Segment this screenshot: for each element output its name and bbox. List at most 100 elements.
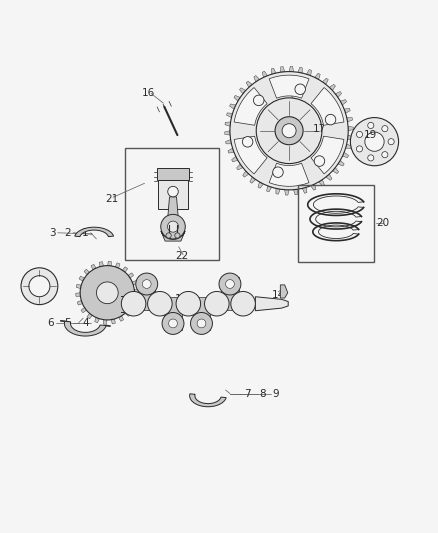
Polygon shape bbox=[190, 394, 226, 407]
Circle shape bbox=[325, 115, 336, 125]
Text: 16: 16 bbox=[142, 88, 155, 99]
Circle shape bbox=[169, 319, 177, 328]
Polygon shape bbox=[115, 263, 120, 268]
Circle shape bbox=[382, 126, 388, 132]
Circle shape bbox=[357, 146, 363, 152]
Polygon shape bbox=[108, 261, 111, 266]
Polygon shape bbox=[338, 160, 344, 166]
Polygon shape bbox=[250, 177, 256, 183]
Text: 11: 11 bbox=[175, 294, 188, 304]
Text: 18: 18 bbox=[280, 84, 293, 94]
Polygon shape bbox=[347, 118, 353, 122]
Polygon shape bbox=[79, 276, 85, 281]
Polygon shape bbox=[322, 78, 328, 85]
Polygon shape bbox=[232, 156, 238, 162]
Circle shape bbox=[29, 276, 50, 297]
Polygon shape bbox=[289, 66, 293, 72]
Text: 6: 6 bbox=[47, 318, 54, 328]
Polygon shape bbox=[258, 182, 263, 188]
Text: 4: 4 bbox=[82, 318, 89, 328]
Bar bbox=[193, 297, 210, 330]
Circle shape bbox=[231, 292, 255, 316]
Circle shape bbox=[368, 123, 374, 128]
Circle shape bbox=[219, 273, 241, 295]
Polygon shape bbox=[125, 311, 131, 316]
Circle shape bbox=[226, 280, 234, 288]
Bar bbox=[298, 185, 374, 262]
Circle shape bbox=[176, 292, 201, 316]
Text: 5: 5 bbox=[64, 318, 71, 328]
Text: 20: 20 bbox=[377, 217, 390, 228]
Polygon shape bbox=[226, 140, 231, 144]
Polygon shape bbox=[91, 264, 96, 270]
Polygon shape bbox=[234, 136, 267, 174]
Circle shape bbox=[167, 221, 179, 232]
Bar bbox=[221, 278, 239, 310]
Polygon shape bbox=[298, 67, 302, 73]
Circle shape bbox=[161, 214, 185, 239]
Polygon shape bbox=[343, 152, 349, 158]
Bar bbox=[125, 148, 219, 260]
Text: 10: 10 bbox=[153, 294, 166, 304]
Polygon shape bbox=[311, 87, 344, 125]
Circle shape bbox=[365, 132, 384, 151]
Text: 15: 15 bbox=[22, 281, 35, 291]
Circle shape bbox=[121, 292, 146, 316]
Polygon shape bbox=[122, 266, 127, 272]
Polygon shape bbox=[243, 171, 249, 177]
Polygon shape bbox=[84, 269, 89, 274]
Circle shape bbox=[382, 151, 388, 158]
Polygon shape bbox=[128, 273, 134, 278]
Text: 19: 19 bbox=[364, 130, 377, 140]
Text: 1: 1 bbox=[82, 228, 89, 238]
Polygon shape bbox=[246, 81, 252, 87]
Circle shape bbox=[80, 265, 134, 320]
Polygon shape bbox=[119, 316, 124, 321]
Polygon shape bbox=[269, 163, 309, 187]
Polygon shape bbox=[262, 71, 268, 77]
Text: 7: 7 bbox=[244, 389, 251, 399]
Text: 12: 12 bbox=[105, 266, 118, 276]
Polygon shape bbox=[280, 67, 285, 72]
Circle shape bbox=[254, 95, 264, 106]
Polygon shape bbox=[329, 84, 336, 91]
Polygon shape bbox=[134, 289, 139, 293]
Polygon shape bbox=[307, 70, 311, 76]
Polygon shape bbox=[228, 148, 234, 153]
Polygon shape bbox=[225, 131, 230, 135]
Circle shape bbox=[197, 319, 206, 328]
Polygon shape bbox=[81, 308, 87, 313]
Circle shape bbox=[191, 312, 212, 334]
Circle shape bbox=[168, 187, 178, 197]
Bar bbox=[138, 278, 155, 310]
Polygon shape bbox=[240, 88, 246, 94]
Polygon shape bbox=[302, 187, 307, 193]
Circle shape bbox=[273, 167, 283, 177]
Circle shape bbox=[162, 312, 184, 334]
Polygon shape bbox=[87, 313, 92, 319]
Polygon shape bbox=[348, 126, 353, 131]
Polygon shape bbox=[315, 73, 320, 79]
Polygon shape bbox=[75, 227, 113, 237]
Polygon shape bbox=[234, 87, 267, 125]
Bar bbox=[164, 297, 182, 330]
Text: 8: 8 bbox=[259, 389, 266, 399]
Bar bbox=[158, 180, 188, 209]
Polygon shape bbox=[332, 167, 339, 174]
Text: 22: 22 bbox=[175, 251, 188, 261]
Circle shape bbox=[388, 139, 394, 145]
Polygon shape bbox=[225, 122, 231, 126]
Polygon shape bbox=[226, 113, 233, 118]
Circle shape bbox=[205, 292, 229, 316]
Circle shape bbox=[368, 155, 374, 161]
Polygon shape bbox=[234, 95, 240, 101]
Polygon shape bbox=[280, 285, 288, 298]
Polygon shape bbox=[276, 188, 280, 194]
Circle shape bbox=[350, 118, 399, 166]
Polygon shape bbox=[237, 164, 243, 170]
Polygon shape bbox=[132, 280, 138, 285]
Circle shape bbox=[166, 233, 171, 238]
Polygon shape bbox=[346, 144, 352, 149]
Polygon shape bbox=[293, 189, 298, 195]
Circle shape bbox=[314, 156, 325, 166]
